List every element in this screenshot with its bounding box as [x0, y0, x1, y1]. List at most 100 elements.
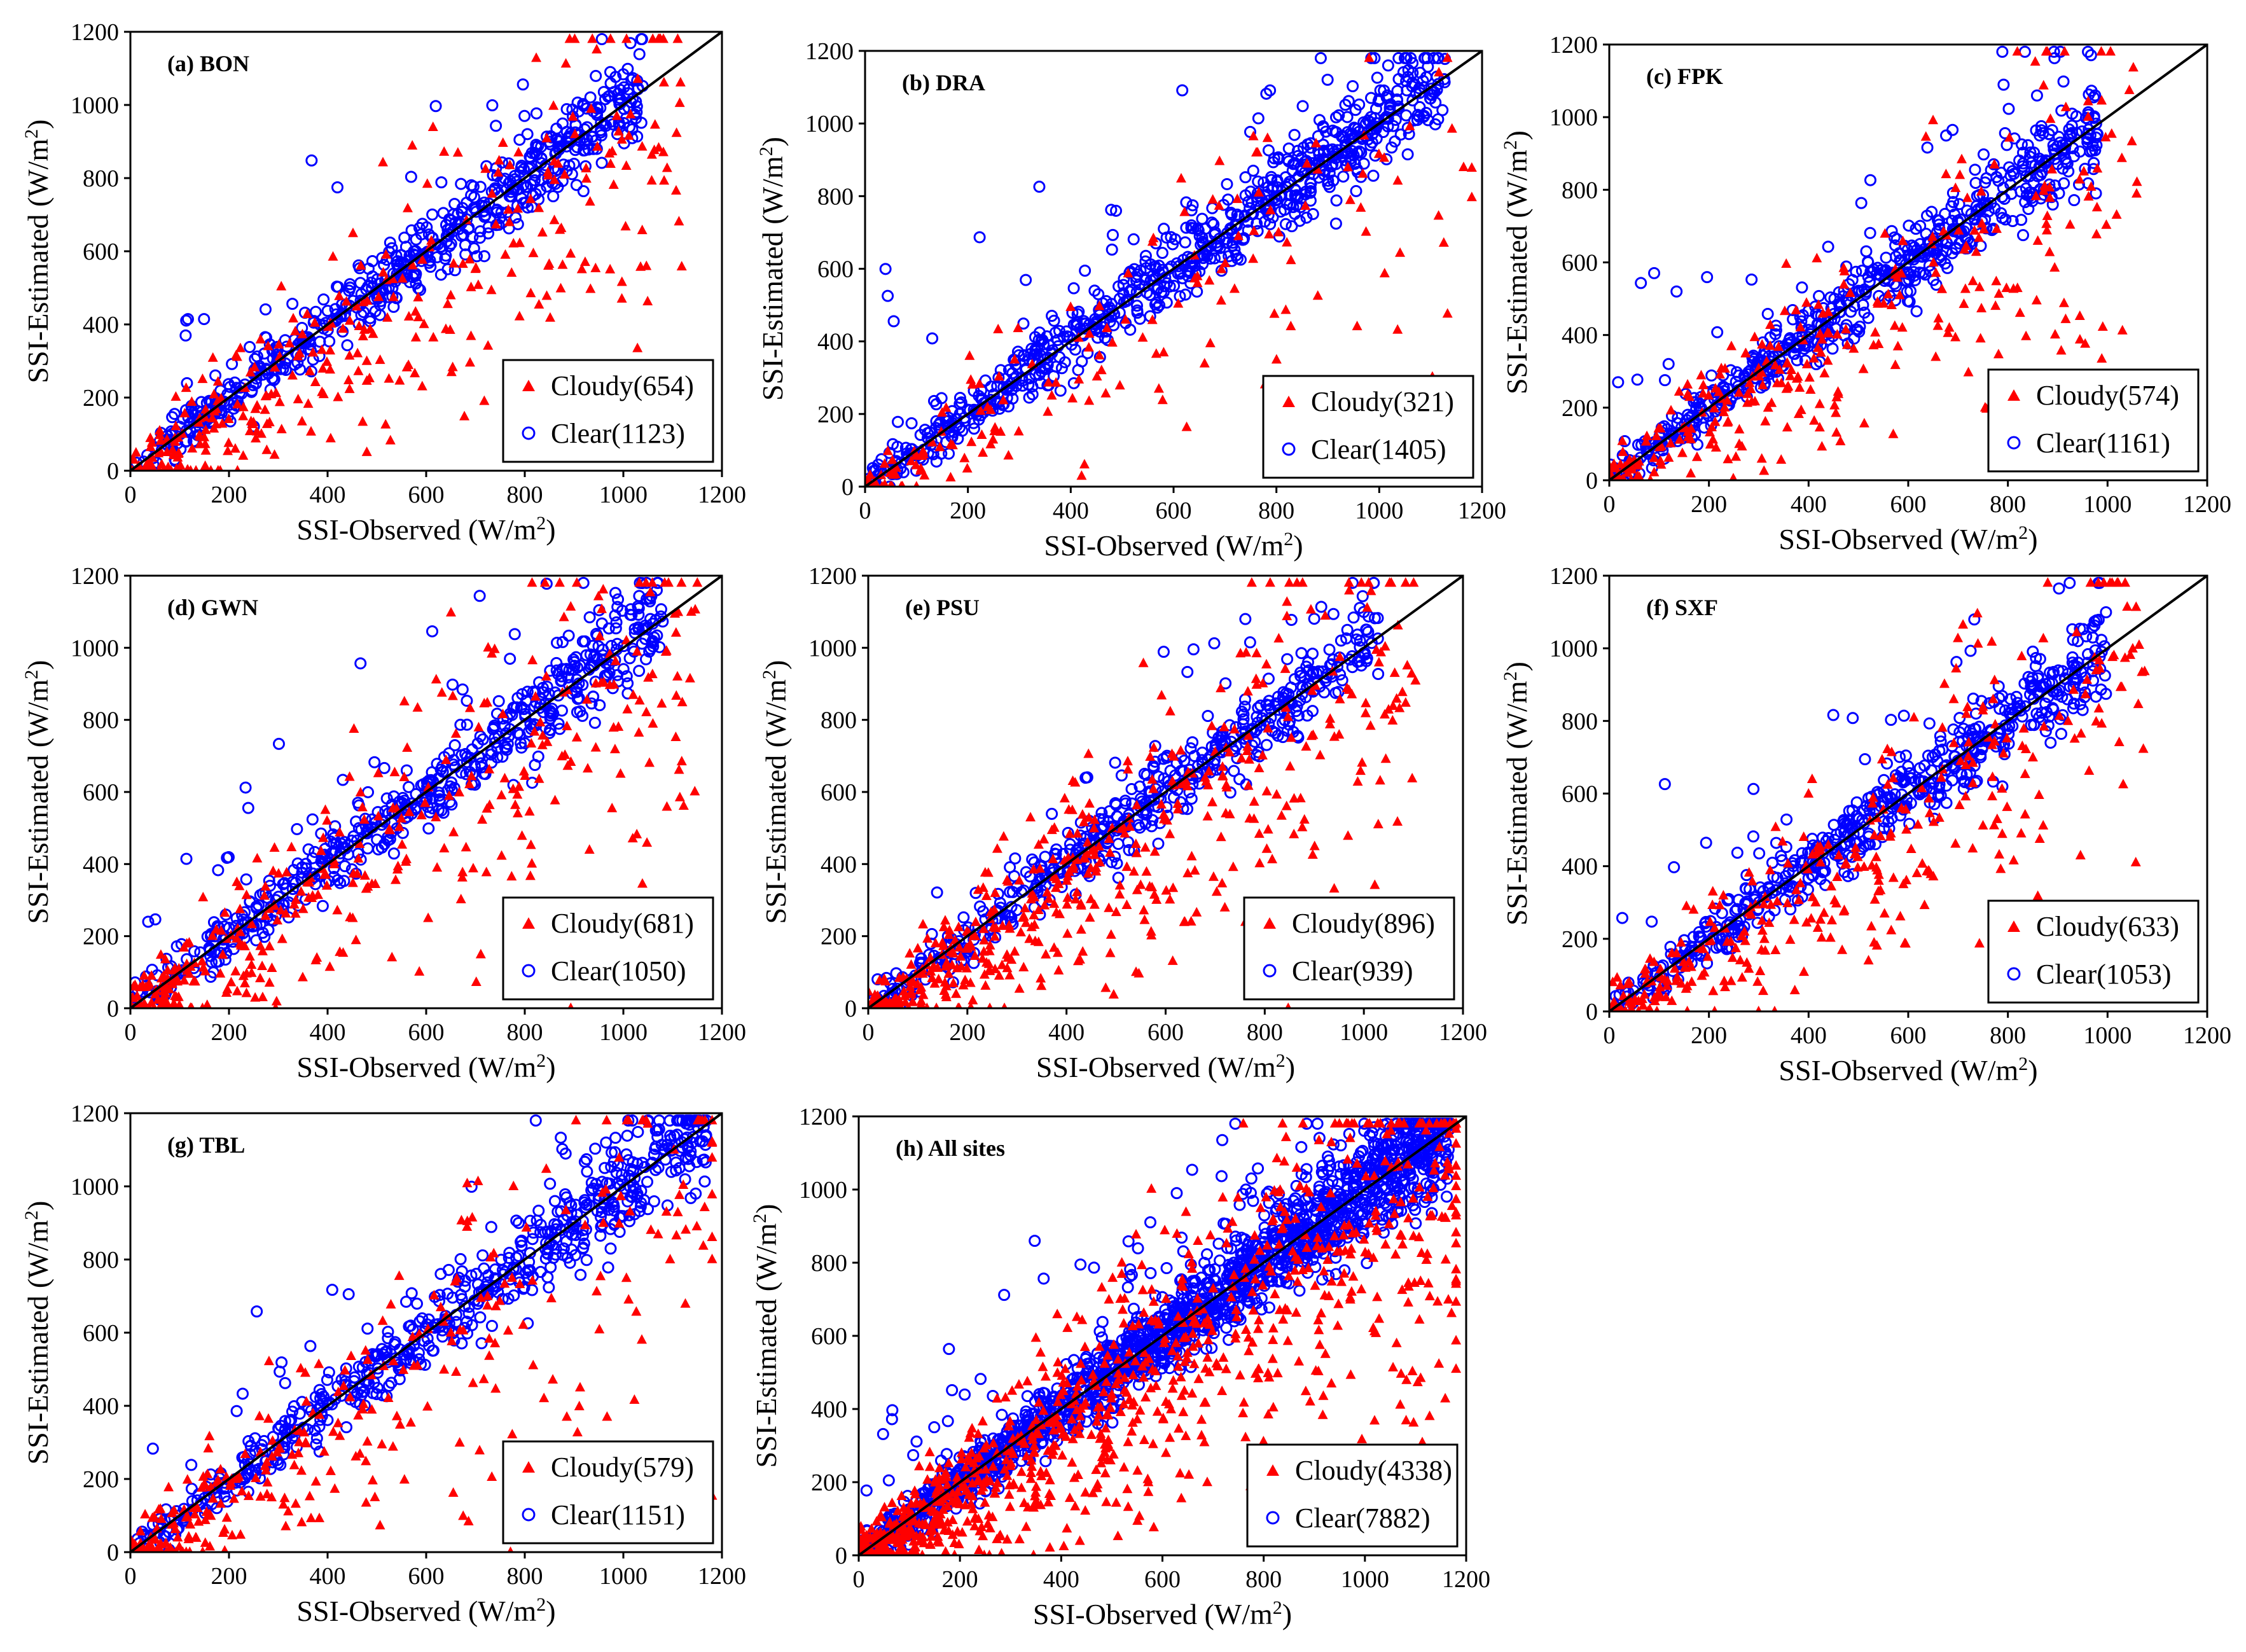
cloudy-point [310, 954, 321, 964]
clear-point [1329, 686, 1342, 699]
cloudy-point [1265, 577, 1275, 587]
cloudy-point [907, 996, 918, 1006]
cloudy-point [1783, 380, 1794, 391]
cloudy-point [2058, 297, 2069, 307]
cloudy-point [2101, 219, 2112, 229]
cloudy-point [1808, 352, 1819, 363]
clear-point [212, 955, 225, 968]
clear-point [1104, 316, 1116, 328]
clear-point [571, 96, 584, 109]
clear-point [448, 739, 461, 752]
cloudy-point [487, 188, 497, 198]
cloudy-point [1138, 657, 1149, 667]
cloudy-point [581, 694, 592, 704]
cloudy-point [271, 996, 282, 1006]
clear-point [1889, 239, 1902, 252]
cloudy-point [353, 365, 364, 375]
clear-point [1347, 80, 1359, 93]
y-tick-label: 400 [821, 851, 857, 878]
cloudy-point [642, 296, 653, 306]
cloudy-point [973, 884, 983, 894]
cloudy-point [676, 756, 687, 766]
cloudy-point [457, 866, 468, 877]
cloudy-point [1105, 947, 1116, 957]
cloudy-point [344, 350, 355, 360]
clear-point [1181, 665, 1194, 678]
clear-point [1784, 332, 1796, 345]
cloudy-point [461, 842, 471, 852]
cloudy-point [272, 915, 283, 925]
cloudy-point [402, 742, 413, 752]
cloudy-point [1067, 804, 1078, 814]
clear-point [1157, 286, 1170, 298]
cloudy-point [238, 970, 249, 980]
cloudy-point [245, 366, 256, 377]
cloudy-point [634, 577, 645, 587]
cloudy-point [1632, 469, 1643, 480]
cloudy-point [1791, 373, 1802, 383]
cloudy-point [1892, 340, 1903, 351]
clear-point [884, 480, 896, 487]
cloudy-point [499, 772, 510, 782]
cloudy-point [660, 646, 671, 656]
clear-point [447, 208, 460, 221]
cloudy-point [905, 981, 915, 991]
cloudy-point [361, 446, 372, 456]
cloudy-point [1149, 846, 1160, 856]
cloudy-point [493, 167, 504, 177]
cloudy-point [906, 455, 917, 466]
cloudy-point [249, 361, 260, 371]
cloudy-point [1176, 779, 1187, 789]
clear-point [1097, 820, 1110, 833]
clear-point [222, 850, 235, 863]
cloudy-point [230, 443, 240, 453]
cloudy-point [671, 690, 682, 700]
clear-point [426, 792, 439, 805]
cloudy-point [1345, 194, 1355, 204]
cloudy-point [1392, 324, 1403, 334]
cloudy-point [315, 845, 326, 856]
clear-point [632, 608, 645, 621]
clear-point [633, 48, 646, 60]
cloudy-point [1042, 887, 1053, 897]
clear-point [473, 590, 486, 602]
legend-cloudy-label: Cloudy(681) [551, 908, 694, 939]
cloudy-point [2117, 324, 2128, 335]
clear-point [272, 737, 285, 750]
cloudy-point [941, 957, 952, 967]
cloudy-point [1325, 713, 1336, 723]
clear-point [228, 376, 241, 389]
cloudy-point [185, 961, 196, 971]
cloudy-point [543, 260, 554, 270]
cloudy-point [534, 202, 544, 212]
cloudy-point [200, 404, 211, 414]
cloudy-point [2083, 191, 2094, 201]
cloudy-point [1217, 761, 1228, 771]
cloudy-point [919, 469, 930, 480]
cloudy-point [1434, 67, 1445, 77]
cloudy-point [362, 295, 373, 305]
clear-point [1245, 207, 1258, 220]
cloudy-point [1379, 709, 1390, 719]
clear-point [612, 593, 625, 606]
clear-point [529, 174, 541, 186]
panel-d: 0020020040040060060080080010001000120012… [21, 563, 747, 1083]
cloudy-point [882, 481, 889, 487]
cloudy-point [1334, 729, 1345, 739]
x-tick-label: 1200 [2183, 491, 2231, 518]
cloudy-point [1373, 656, 1384, 667]
clear-point [515, 160, 528, 172]
cloudy-point [1009, 354, 1020, 364]
cloudy-point [295, 347, 305, 357]
cloudy-point [2116, 152, 2127, 162]
cloudy-point [1990, 300, 2001, 310]
cloudy-point [452, 147, 463, 157]
cloudy-point [298, 903, 308, 913]
clear-point [625, 603, 637, 616]
cloudy-point [1812, 253, 1822, 263]
clear-point [328, 837, 340, 850]
one-to-one-line [867, 574, 1464, 1010]
cloudy-point [170, 391, 181, 401]
cloudy-point [181, 382, 191, 392]
cloudy-point [1123, 268, 1133, 278]
